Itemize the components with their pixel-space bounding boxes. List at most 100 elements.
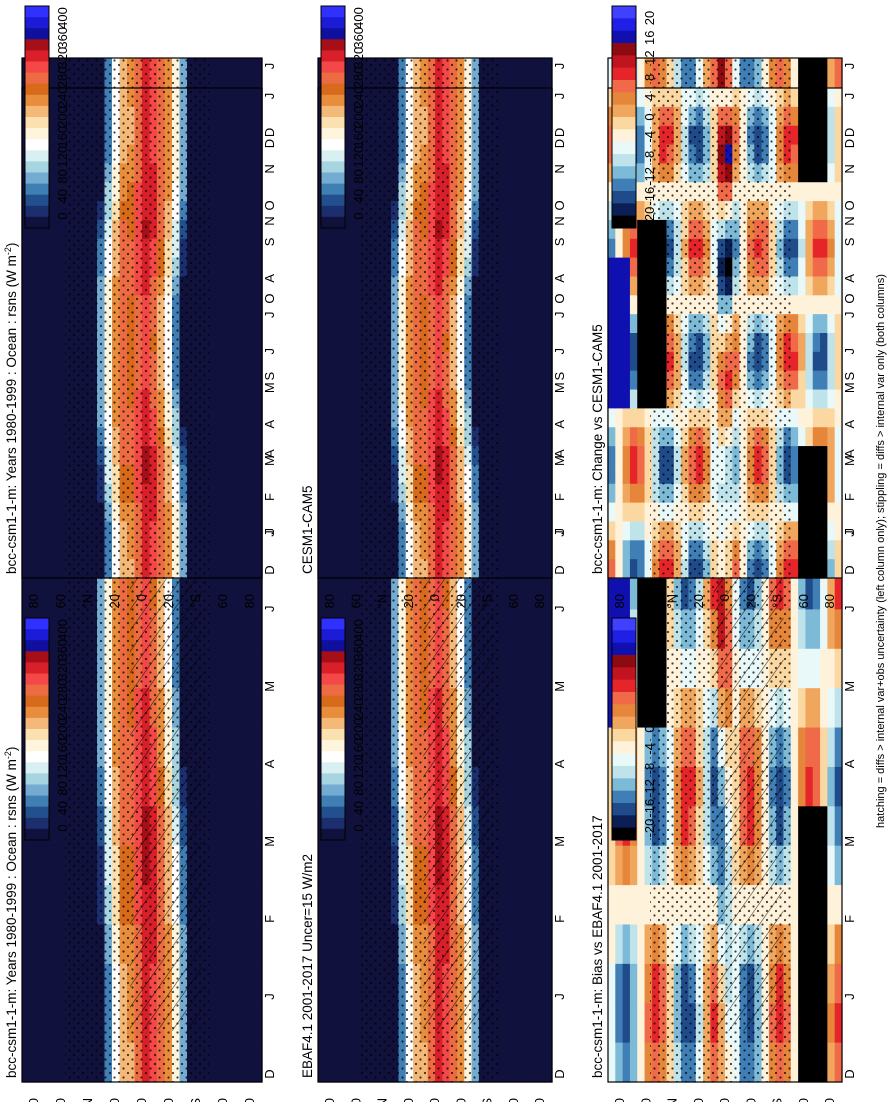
- heat-cell: [318, 351, 326, 372]
- heat-cell: [37, 351, 46, 372]
- heat-cell: [209, 609, 218, 650]
- colorbar-swatch: [612, 729, 636, 742]
- heat-cell: [254, 924, 263, 965]
- month-tick-label: F: [262, 915, 277, 923]
- heat-cell: [52, 427, 61, 447]
- heat-cell: [59, 885, 68, 926]
- heat-cell: [318, 845, 326, 886]
- heat-cell: [22, 370, 31, 391]
- heat-cell: [522, 688, 531, 729]
- heat-cell: [500, 885, 509, 926]
- colorbar-tick-label: 160: [55, 738, 70, 760]
- heat-cell: [59, 389, 68, 409]
- heat-cell: [239, 144, 248, 164]
- heat-cell: [834, 885, 843, 926]
- heat-cell: [530, 88, 538, 108]
- heat-cell: [522, 163, 531, 183]
- colorbar-swatch: [321, 751, 345, 763]
- heat-cell: [29, 885, 38, 926]
- heat-cell: [239, 446, 248, 466]
- heat-cell: [544, 408, 553, 428]
- heat-cell: [254, 688, 263, 729]
- heat-cell: [239, 238, 248, 259]
- heat-cell: [500, 88, 509, 108]
- lat-tick-label: 80: [532, 594, 547, 608]
- heat-cell: [798, 688, 807, 729]
- heat-cell: [812, 766, 821, 807]
- heat-cell: [805, 570, 814, 610]
- heat-cell: [629, 1042, 638, 1083]
- heat-cell: [615, 370, 624, 391]
- lat-tick-label: 80: [26, 1098, 41, 1102]
- month-tick-label: A: [552, 274, 567, 283]
- heat-cell: [37, 257, 46, 278]
- heat-cell: [59, 88, 68, 108]
- heat-cell: [629, 446, 638, 466]
- heat-cell: [508, 727, 517, 768]
- heat-cell: [224, 464, 233, 485]
- colorbar-tick-label: 120: [55, 758, 70, 780]
- heat-cell: [508, 502, 517, 523]
- heat-cell: [239, 559, 248, 579]
- heat-cell: [820, 766, 828, 807]
- heat-cell: [59, 540, 68, 560]
- heat-cell: [217, 88, 226, 108]
- heat-cell: [325, 219, 334, 240]
- heat-cell: [522, 924, 531, 965]
- heat-cell: [224, 219, 233, 240]
- heat-cell: [637, 389, 646, 409]
- heat-cell: [209, 845, 218, 886]
- heat-cell: [790, 845, 799, 886]
- heat-cell: [52, 408, 61, 428]
- heat-cell: [217, 408, 226, 428]
- heat-cell: [44, 1042, 53, 1083]
- heat-cell: [209, 483, 218, 504]
- heat-cell: [247, 408, 256, 428]
- heat-cell: [637, 106, 646, 127]
- heat-cell: [29, 276, 38, 296]
- heat-cell: [515, 333, 524, 353]
- lat-tick-label: 80: [26, 594, 41, 608]
- heat-cell: [254, 351, 263, 372]
- heat-cell: [59, 727, 68, 768]
- heat-cell: [537, 88, 546, 108]
- heat-cell: [530, 125, 538, 146]
- heat-cell: [29, 521, 38, 541]
- heat-cell: [544, 106, 553, 127]
- heat-cell: [318, 559, 326, 579]
- heat-cell: [537, 924, 546, 965]
- heat-cell: [209, 219, 218, 240]
- heat-cell: [44, 845, 53, 886]
- heat-cell: [52, 924, 61, 965]
- heat-cell: [798, 885, 807, 926]
- heat-cell: [347, 845, 356, 886]
- heat-cell: [637, 238, 646, 259]
- heat-cell: [544, 351, 553, 372]
- heat-cell: [239, 163, 248, 183]
- heat-cell: [52, 648, 61, 689]
- heat-cell: [615, 257, 624, 278]
- heat-cell: [332, 219, 341, 240]
- heat-cell: [508, 1003, 517, 1044]
- heat-cell: [530, 845, 538, 886]
- heat-cell: [217, 885, 226, 926]
- colorbar-tick-label: 0: [642, 725, 657, 732]
- lat-tick-label: 60: [53, 594, 68, 608]
- heat-cell: [325, 559, 334, 579]
- month-tick-label: S: [262, 371, 277, 380]
- heat-cell: [339, 446, 348, 466]
- heat-cell: [217, 58, 226, 98]
- heat-cell: [209, 648, 218, 689]
- heat-cell: [217, 370, 226, 391]
- heat-cell: [22, 314, 31, 334]
- heat-cell: [224, 1042, 233, 1083]
- heat-cell: [52, 464, 61, 485]
- heat-cell: [644, 806, 653, 847]
- heat-cell: [247, 688, 256, 729]
- heat-cell: [615, 408, 624, 428]
- heat-cell: [827, 570, 836, 610]
- heat-cell: [522, 219, 531, 240]
- heat-cell: [522, 370, 531, 391]
- heat-cell: [622, 333, 631, 353]
